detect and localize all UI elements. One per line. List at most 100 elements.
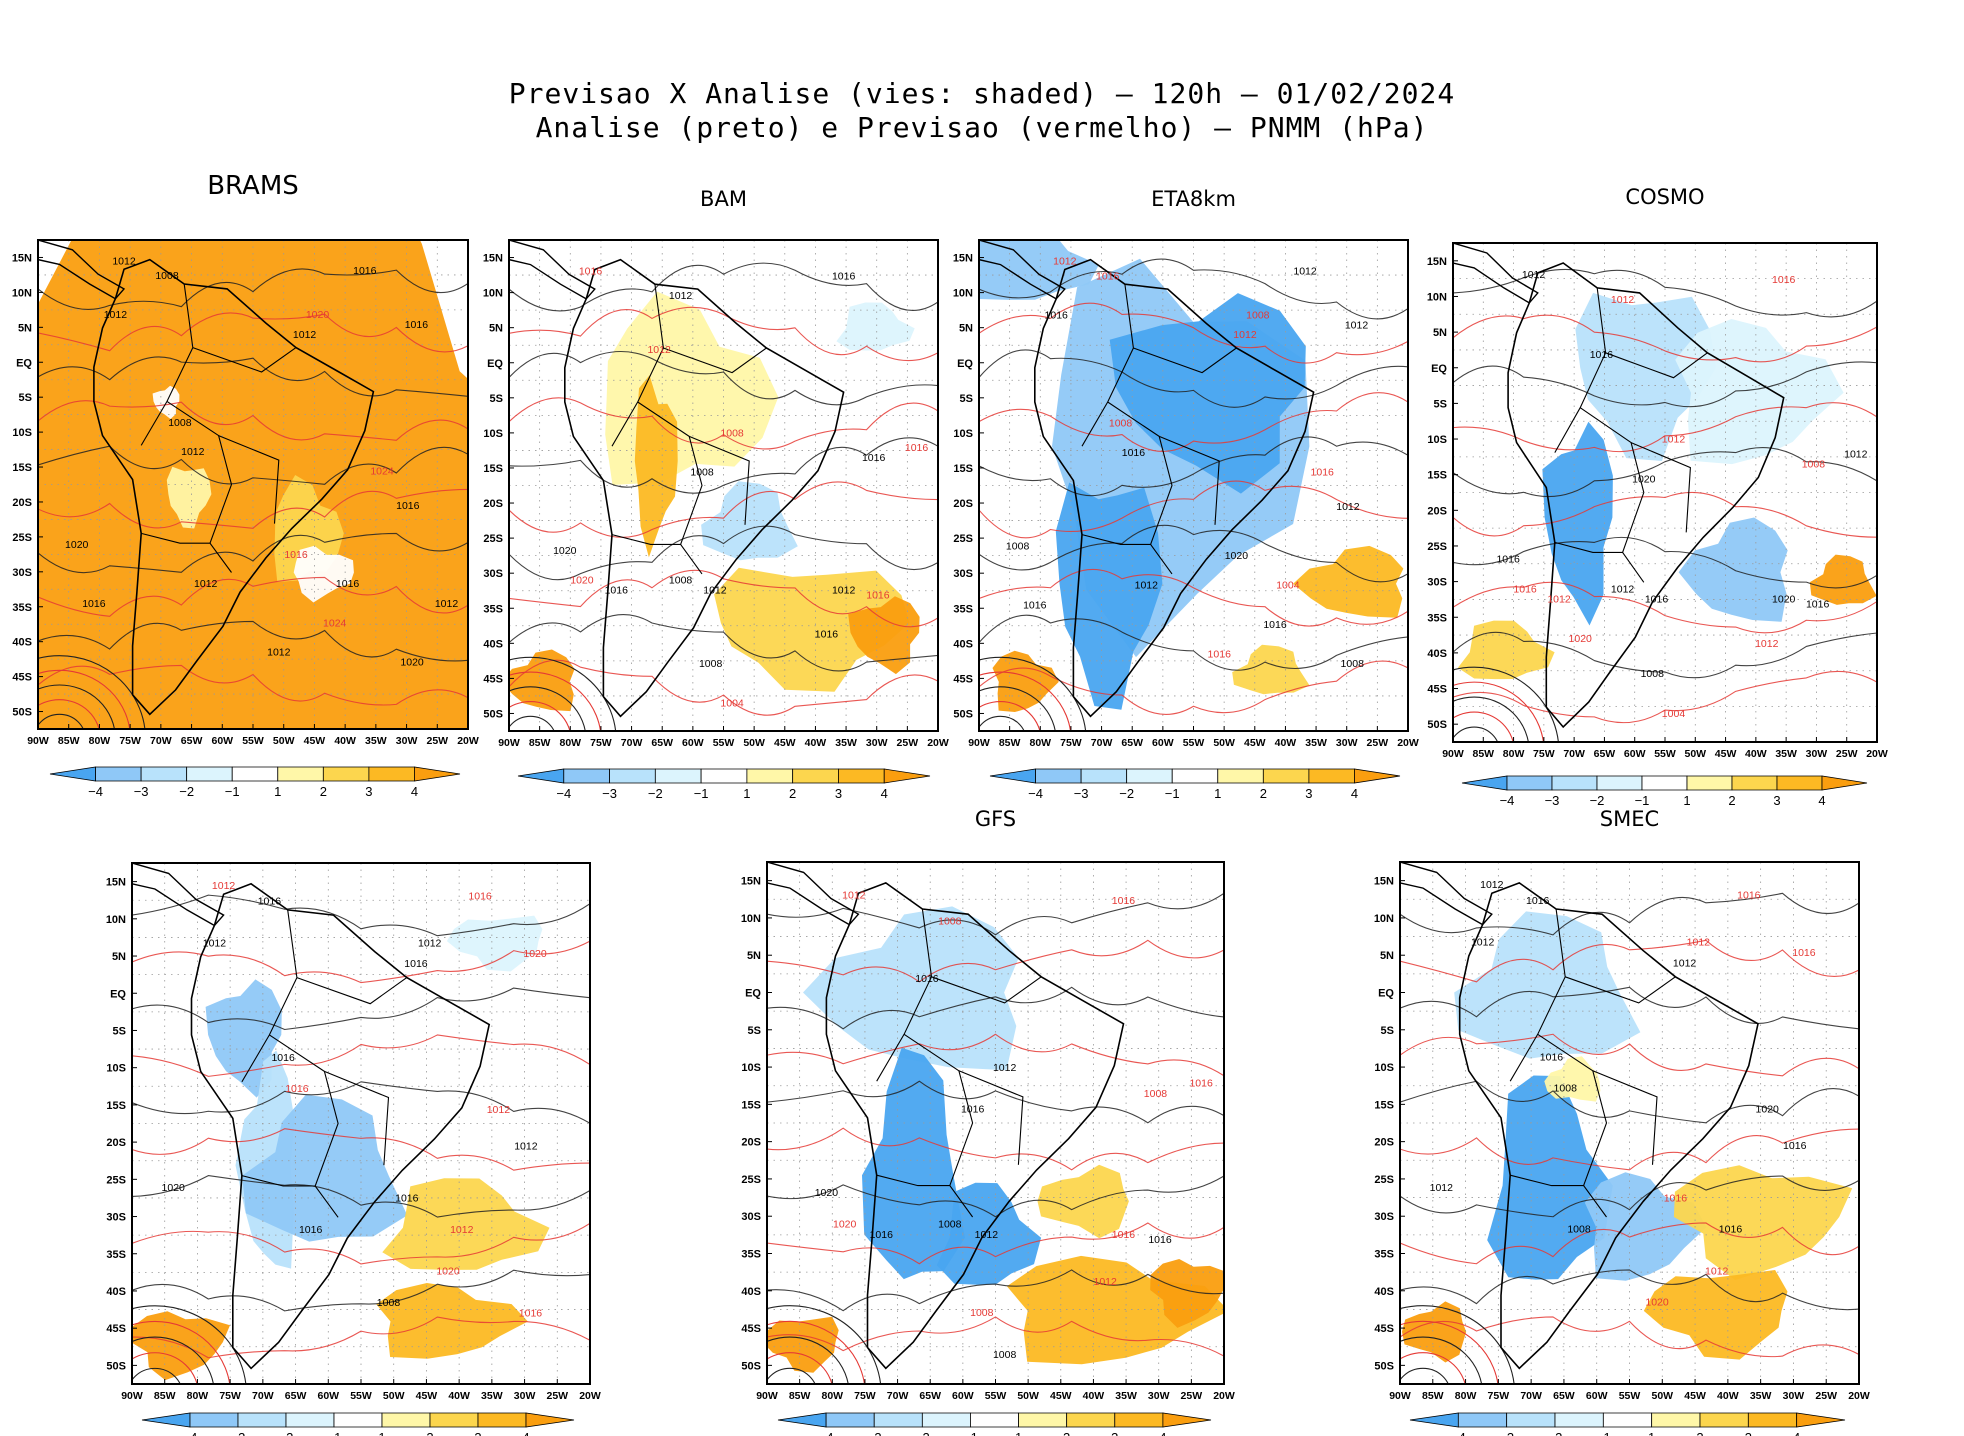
lon-tick-label: 25W [1367, 737, 1389, 749]
lon-tick-label: 65W [181, 735, 203, 747]
isobar-label: 1012 [1687, 937, 1711, 949]
bias-shade [1037, 1164, 1129, 1239]
lat-tick-label: 15S [483, 463, 503, 475]
lon-tick-label: 25W [897, 737, 919, 749]
lon-tick-label: 90W [27, 735, 49, 747]
central-america-coastline [509, 240, 596, 300]
colorbar-label: 2 [1260, 786, 1267, 801]
lon-tick-label: 80W [1455, 1390, 1477, 1402]
panel-title: SMEC [1599, 807, 1660, 831]
country-border [958, 1070, 1024, 1165]
central-america-coastline [979, 240, 1066, 300]
lon-tick-label: 30W [1806, 748, 1828, 760]
country-border [218, 435, 280, 524]
isobars [767, 892, 1224, 1384]
map-area: 1012 1016 1016 1008 1012 1008 1016 1016 1020 1020… [767, 862, 1224, 1384]
country-border [1565, 976, 1676, 1004]
lat-tick-label: 10N [483, 288, 503, 300]
isobar-label: 1012 [293, 329, 317, 341]
lat-tick-label: 10S [1374, 1062, 1394, 1074]
isobar-label: 1016 [832, 270, 856, 282]
lon-tick-label: 25W [426, 735, 448, 747]
isobar-label: 1012 [418, 937, 442, 949]
lat-tick-label: 45S [483, 673, 503, 685]
colorbar-swatch [1699, 1412, 1749, 1428]
colorbar-label: 2 [426, 1430, 433, 1436]
lat-tick-label: 50S [953, 708, 973, 720]
country-border [1081, 284, 1134, 447]
lon-tick-label: 50W [1017, 1390, 1039, 1402]
colorbar: −4 −3 −2 −1 1 2 3 4 [777, 1412, 1212, 1436]
lat-tick-label: 25S [741, 1174, 761, 1186]
colorbar-label: −4 [183, 1430, 198, 1436]
country-border [1510, 1174, 1607, 1218]
axes: 15N 10N 5N EQ 5S 10S 15S 20S 25S 30S 35S 40S 45S 50S 9… [953, 253, 1419, 749]
lon-tick-label: 55W [713, 737, 735, 749]
lon-tick-label: 80W [1029, 737, 1051, 749]
lon-tick-label: 20W [1397, 737, 1419, 749]
isobar-labels: 1012 1012 1016 1016 1008 1012 1012 1008 1016 1016… [1006, 256, 1368, 671]
lon-tick-label: 80W [821, 1390, 843, 1402]
lon-tick-label: 70W [150, 735, 172, 747]
isobar-label: 1012 [703, 585, 727, 597]
country-border [241, 1175, 339, 1218]
colorbar-swatch [1796, 1412, 1846, 1428]
lon-tick-label: 85W [529, 737, 551, 749]
isobar-label: 1020 [1645, 1297, 1669, 1309]
lon-tick-label: 85W [154, 1390, 176, 1402]
colorbar-label: 3 [835, 786, 842, 801]
country-border [140, 283, 194, 446]
isobar-label: 1012 [1611, 294, 1635, 306]
colorbar-label: 3 [474, 1430, 481, 1436]
lon-tick-label: 35W [1115, 1390, 1137, 1402]
lat-tick-label: 10S [106, 1063, 126, 1075]
isobar-label: 1012 [450, 1224, 474, 1236]
isobar-label: 1016 [1719, 1224, 1743, 1236]
country-border [1630, 442, 1691, 533]
lon-tick-label: 30W [1148, 1390, 1170, 1402]
lat-tick-label: 5S [748, 1025, 761, 1037]
lon-tick-label: 85W [1472, 748, 1494, 760]
colorbar-swatch [1409, 1412, 1459, 1428]
isobar-label: 1016 [258, 896, 282, 908]
lon-tick-label: 75W [590, 737, 612, 749]
isobar-label: 1016 [404, 958, 428, 970]
lat-tick-label: 50S [1427, 719, 1447, 731]
isobars [132, 894, 590, 1384]
lon-tick-label: 40W [334, 735, 356, 747]
bias-shade [1293, 545, 1404, 618]
isobar-label: 1012 [1844, 449, 1868, 461]
lon-tick-label: 55W [1619, 1390, 1641, 1402]
isobar-label: 1020 [833, 1218, 857, 1230]
lat-tick-label: 35S [1427, 612, 1447, 624]
isobar-label: 1016 [1526, 895, 1550, 907]
colorbar-label: 1 [378, 1430, 385, 1436]
lat-tick-label: 20S [953, 498, 973, 510]
lat-tick-label: 40S [483, 638, 503, 650]
isobar-label: 1016 [285, 1083, 309, 1095]
map-area: 1012 1016 1016 1012 1012 1008 1012 1020 1016 1016… [1453, 243, 1877, 742]
isobar-label: 1012 [1471, 937, 1495, 949]
country-border [1554, 541, 1645, 583]
lon-tick-label: 85W [58, 735, 80, 747]
isobar-label: 1012 [1673, 957, 1697, 969]
map-area: 1012 1016 1016 1012 1012 1016 1020 1016 1016 1012… [132, 863, 590, 1384]
country-border [1158, 435, 1220, 525]
lat-tick-label: 5S [113, 1025, 126, 1037]
isobar-label: 1016 [1045, 310, 1069, 322]
isobar-label: 1020 [400, 656, 424, 668]
graticule [509, 240, 938, 731]
isobar-label: 1016 [1645, 593, 1669, 605]
isobar-label: 1008 [1144, 1088, 1168, 1100]
isobar-label: 1008 [168, 417, 192, 429]
colorbar-label: 4 [1159, 1430, 1166, 1436]
bias-shade [1809, 554, 1877, 605]
isobar-label: 1012 [487, 1104, 511, 1116]
colorbar-label: 2 [320, 784, 327, 799]
lon-tick-label: 55W [242, 735, 264, 747]
isobar-label: 1024 [370, 466, 394, 478]
colorbar: −4 −3 −2 −1 1 2 3 4 [989, 768, 1401, 801]
colorbar: −4 −3 −2 −1 1 2 3 4 [1409, 1412, 1846, 1436]
isobar-label: 1016 [1590, 349, 1614, 361]
